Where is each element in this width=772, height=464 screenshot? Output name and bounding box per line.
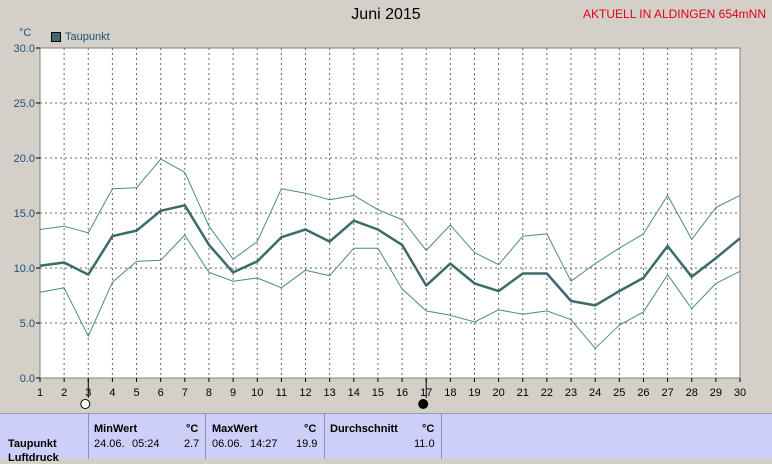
x-tick-label: 22 xyxy=(541,387,553,399)
x-tick-label: 2 xyxy=(61,387,67,399)
station-label: AKTUELL IN ALDINGEN 654mNN xyxy=(583,7,766,21)
x-tick-label: 1 xyxy=(37,387,43,399)
x-tick-labels: 1234567891011121314151617181920212223242… xyxy=(37,378,746,399)
y-tick-label: 25.0 xyxy=(14,98,35,110)
x-tick-label: 19 xyxy=(468,387,480,399)
x-tick-label: 14 xyxy=(348,387,360,399)
x-tick-label: 16 xyxy=(396,387,408,399)
x-tick-label: 23 xyxy=(565,387,577,399)
max-value: 19.9 xyxy=(296,438,318,450)
min-date: 24.06. xyxy=(94,438,125,450)
series-envelope-line xyxy=(39,158,741,282)
moon-phase-markers xyxy=(80,378,429,409)
max-unit: °C xyxy=(304,423,317,435)
chart: 0.05.010.015.020.025.030.0 1234567891011… xyxy=(14,43,746,409)
y-tick-label: 20.0 xyxy=(14,153,35,165)
full-moon-icon xyxy=(80,399,91,409)
y-tick-label: 10.0 xyxy=(14,263,35,275)
stats-panel: Taupunkt Luftdruck MinWert °C 24.06. 05:… xyxy=(0,413,772,464)
y-tick-labels: 0.0 5.0 10.0 15.0 20.0 25.0 30.0 xyxy=(14,43,40,385)
min-value: 2.7 xyxy=(184,438,200,450)
x-tick-label: 15 xyxy=(372,387,384,399)
x-tick-label: 30 xyxy=(734,387,746,399)
stats-divider xyxy=(441,414,442,459)
x-tick-label: 25 xyxy=(613,387,625,399)
avg-unit: °C xyxy=(422,423,435,435)
x-tick-label: 9 xyxy=(230,387,236,399)
x-tick-label: 11 xyxy=(276,387,287,399)
chart-title: Juni 2015 xyxy=(351,6,421,23)
legend-label: Taupunkt xyxy=(65,31,110,43)
y-tick-label: 15.0 xyxy=(14,208,35,220)
x-tick-label: 6 xyxy=(158,387,164,399)
x-tick-label: 27 xyxy=(661,387,673,399)
series-lines xyxy=(39,158,741,349)
stats-divider xyxy=(88,414,89,459)
max-time: 14:27 xyxy=(250,438,278,450)
x-tick-label: 5 xyxy=(133,387,139,399)
x-tick-label: 12 xyxy=(299,387,311,399)
stats-row-label: Taupunkt xyxy=(8,438,57,450)
stats-row-label-2: Luftdruck xyxy=(8,452,59,464)
x-tick-label: 7 xyxy=(182,387,188,399)
x-tick-label: 21 xyxy=(517,387,529,399)
x-tick-label: 4 xyxy=(109,387,115,399)
y-tick-label: 0.0 xyxy=(20,373,35,385)
max-date: 06.06. xyxy=(212,438,243,450)
y-tick-label: 5.0 xyxy=(20,318,35,330)
x-tick-label: 26 xyxy=(637,387,649,399)
stats-divider xyxy=(324,414,325,459)
avg-value: 11.0 xyxy=(414,438,435,450)
x-tick-label: 29 xyxy=(710,387,722,399)
legend: Taupunkt xyxy=(51,31,110,43)
avg-header: Durchschnitt xyxy=(330,423,398,435)
x-tick-label: 10 xyxy=(251,387,263,399)
min-unit: °C xyxy=(186,423,199,435)
x-tick-label: 8 xyxy=(206,387,212,399)
min-time: 05:24 xyxy=(132,438,160,450)
min-header: MinWert xyxy=(94,423,138,435)
y-tick-label: 30.0 xyxy=(14,43,35,55)
x-tick-label: 13 xyxy=(324,387,336,399)
series-envelope-line xyxy=(39,234,741,349)
x-tick-label: 20 xyxy=(492,387,504,399)
x-tick-label: 24 xyxy=(589,387,601,399)
new-moon-icon xyxy=(418,399,429,409)
x-tick-label: 18 xyxy=(444,387,456,399)
y-axis-unit: °C xyxy=(19,27,32,39)
x-tick-label: 28 xyxy=(686,387,698,399)
max-header: MaxWert xyxy=(212,423,258,435)
stats-divider xyxy=(205,414,206,459)
series-line-taupunkt xyxy=(39,204,741,307)
legend-swatch xyxy=(51,32,61,42)
